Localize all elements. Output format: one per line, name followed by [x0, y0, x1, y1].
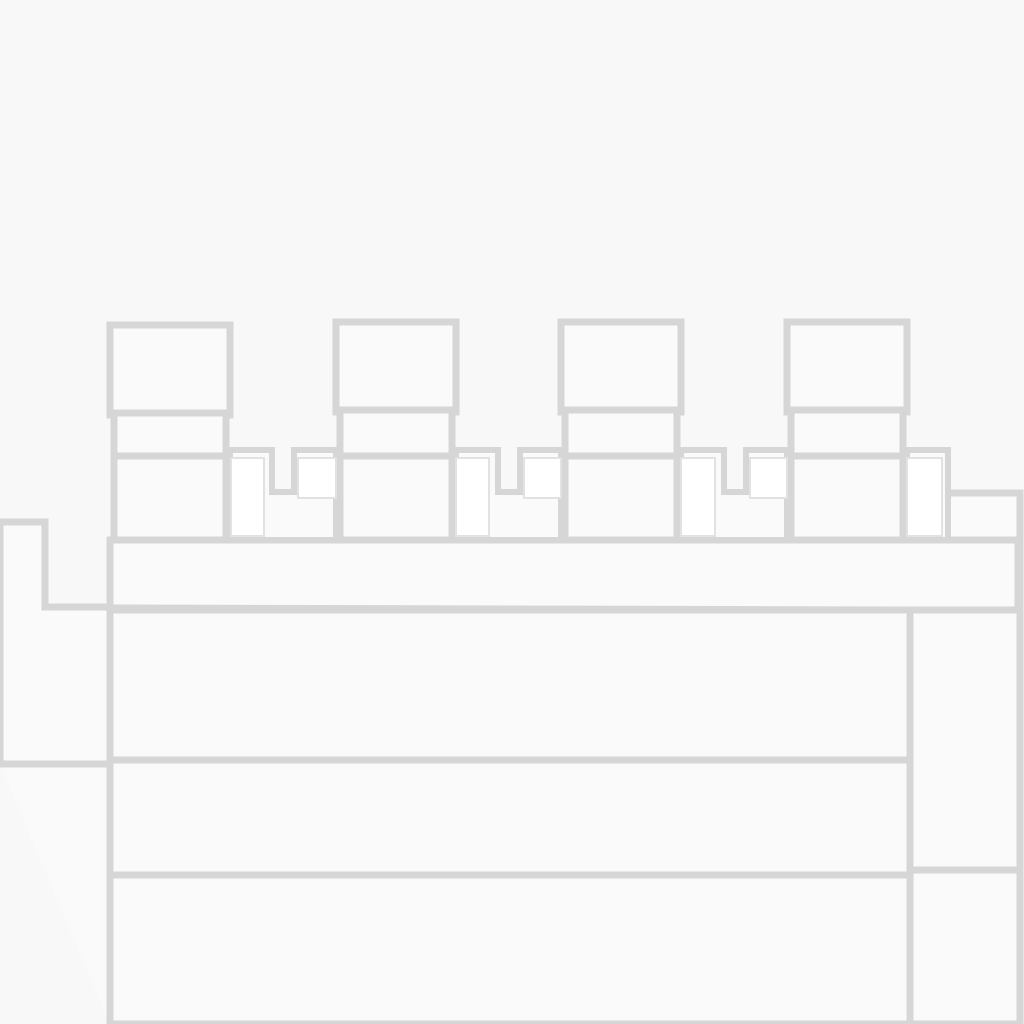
turret-1-base: [110, 452, 230, 544]
connector-panel-7: [906, 457, 943, 537]
block-outlines: [0, 450, 1024, 1024]
turret-group: [106, 318, 911, 544]
turret-2: [332, 318, 460, 544]
turret-3-top: [557, 318, 685, 416]
connector-panel-3: [455, 457, 490, 537]
left-bottom-edge: [0, 760, 114, 1024]
turret-1: [106, 321, 234, 544]
turret-3-band: [561, 406, 681, 460]
connector-panel-6: [749, 457, 788, 499]
turret-4: [783, 318, 911, 544]
turret-4-top: [783, 318, 911, 416]
connector-panel-1: [230, 457, 265, 537]
turret-2-base: [336, 452, 456, 544]
turret-3-base: [561, 452, 681, 544]
main-body-platform: [106, 536, 1022, 614]
turret-1-top: [106, 321, 234, 419]
body-slab-upper: [106, 606, 914, 764]
turret-2-band: [336, 406, 456, 460]
bottom-right-block: [906, 866, 1024, 1024]
body-slab-bottom: [106, 871, 914, 1024]
connector-panel-5: [680, 457, 716, 537]
turret-4-base: [787, 452, 907, 544]
turret-3: [557, 318, 685, 544]
turret-4-band: [787, 406, 907, 460]
connector-panel-2: [297, 457, 337, 499]
turret-2-top: [332, 318, 460, 416]
body-slab-middle: [106, 756, 914, 879]
connector-panels: [230, 457, 943, 537]
turret-1-band: [110, 409, 230, 460]
connector-panel-4: [523, 457, 562, 499]
